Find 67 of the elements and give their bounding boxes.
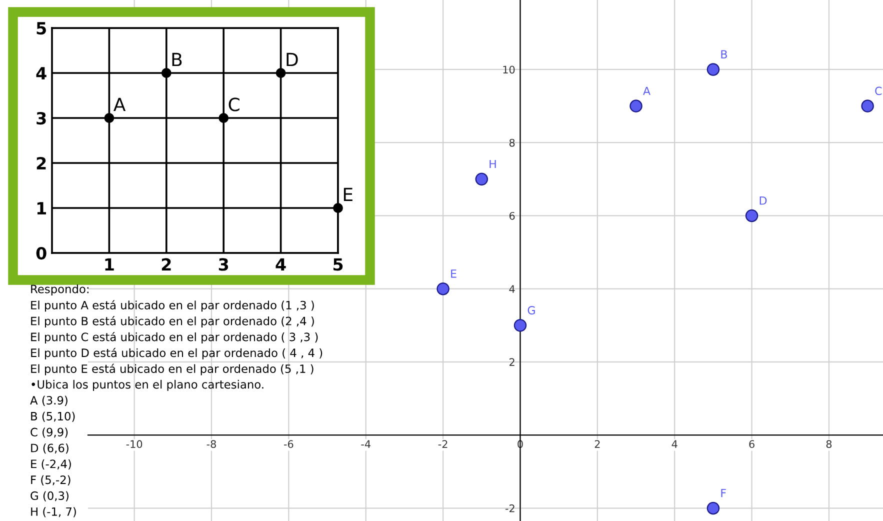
- annotation: D: [760, 196, 767, 205]
- annotation: A: [114, 98, 126, 112]
- x-tick-label: 6: [749, 440, 754, 448]
- annotation: El punto A está ubicado en el par ordenado (1 ,3 ): [31, 300, 314, 312]
- annotation: El punto C está ubicado en el par ordenado ( 3 ,3 ): [31, 332, 318, 344]
- text: B (5,10): [31, 412, 75, 422]
- point: [276, 68, 286, 78]
- annotation: C: [228, 98, 240, 112]
- y-tick-label: 2: [510, 358, 514, 366]
- x-tick-label: 8: [826, 440, 832, 448]
- x-tick-label: 3: [218, 258, 228, 271]
- point: [104, 113, 114, 123]
- point: [745, 209, 758, 222]
- text: D (6,6): [31, 444, 68, 454]
- y-tick-label: 2: [36, 156, 46, 170]
- annotation: F: [721, 488, 726, 498]
- point: [436, 282, 450, 296]
- annotation: A: [643, 86, 650, 95]
- annotation: B: [172, 52, 182, 66]
- x-tick-label: -2: [438, 440, 448, 448]
- y-tick-label: 1: [37, 202, 46, 214]
- point: [475, 172, 488, 186]
- annotation: El punto B está ubicado en el par ordenado (2 ,4 ): [31, 316, 314, 328]
- annotation: Respondo:: [31, 284, 88, 296]
- y-tick-label: -2: [505, 504, 514, 512]
- y-tick-label: 4: [36, 67, 46, 80]
- text: G (0,3): [30, 491, 68, 502]
- y-tick-label: 4: [509, 285, 515, 293]
- point: [333, 203, 343, 213]
- text: F (5,-2): [31, 475, 70, 486]
- y-tick-label: 6: [509, 212, 515, 220]
- x-tick-label: -8: [206, 440, 216, 448]
- x-tick-label: 2: [162, 258, 171, 271]
- point: [706, 502, 720, 515]
- y-tick-label: 0: [36, 246, 46, 260]
- annotation: El punto D está ubicado en el par ordenado ( 4 , 4 ): [31, 348, 322, 360]
- x-tick-label: -6: [284, 440, 294, 448]
- text: C (9,9): [30, 428, 68, 438]
- annotation: C: [875, 86, 882, 96]
- x-tick-label: 5: [333, 258, 343, 271]
- y-tick-label: 8: [509, 138, 515, 147]
- annotation: B: [721, 50, 727, 58]
- annotation: H: [490, 160, 496, 168]
- annotation: G: [528, 306, 535, 314]
- text: A (3.9): [30, 396, 68, 406]
- x-tick-label: -4: [361, 440, 370, 448]
- x-tick-label: 4: [672, 440, 678, 448]
- annotation: El punto E está ubicado en el par ordenado (5 ,1 ): [31, 364, 314, 376]
- point: [514, 319, 527, 332]
- point: [218, 113, 229, 123]
- annotation: D: [286, 52, 298, 66]
- x-tick-label: -10: [126, 440, 142, 448]
- point: [706, 63, 720, 76]
- text: H (-1, 7): [31, 507, 76, 518]
- point: [161, 68, 172, 78]
- point: [861, 100, 874, 112]
- annotation: E: [451, 270, 456, 278]
- y-tick-label: 5: [36, 22, 46, 35]
- y-tick-label: 3: [36, 112, 46, 125]
- text: E (-2,4): [31, 459, 71, 470]
- x-tick-label: 2: [594, 440, 600, 448]
- x-tick-label: 1: [105, 258, 114, 271]
- point: [630, 100, 642, 112]
- x-tick-label: 4: [276, 258, 286, 271]
- annotation: •Ubica los puntos en el plano cartesiano.: [32, 380, 264, 391]
- annotation: E: [344, 188, 352, 202]
- y-tick-label: 10: [503, 66, 515, 74]
